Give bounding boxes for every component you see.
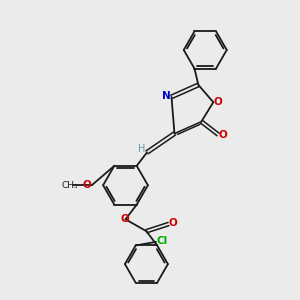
Text: O: O bbox=[169, 218, 178, 229]
Text: CH₃: CH₃ bbox=[61, 181, 78, 190]
Text: N: N bbox=[162, 91, 170, 101]
Text: O: O bbox=[121, 214, 129, 224]
Text: O: O bbox=[218, 130, 227, 140]
Text: O: O bbox=[82, 180, 91, 190]
Text: O: O bbox=[214, 97, 223, 106]
Text: H: H bbox=[138, 144, 145, 154]
Text: Cl: Cl bbox=[157, 236, 168, 246]
